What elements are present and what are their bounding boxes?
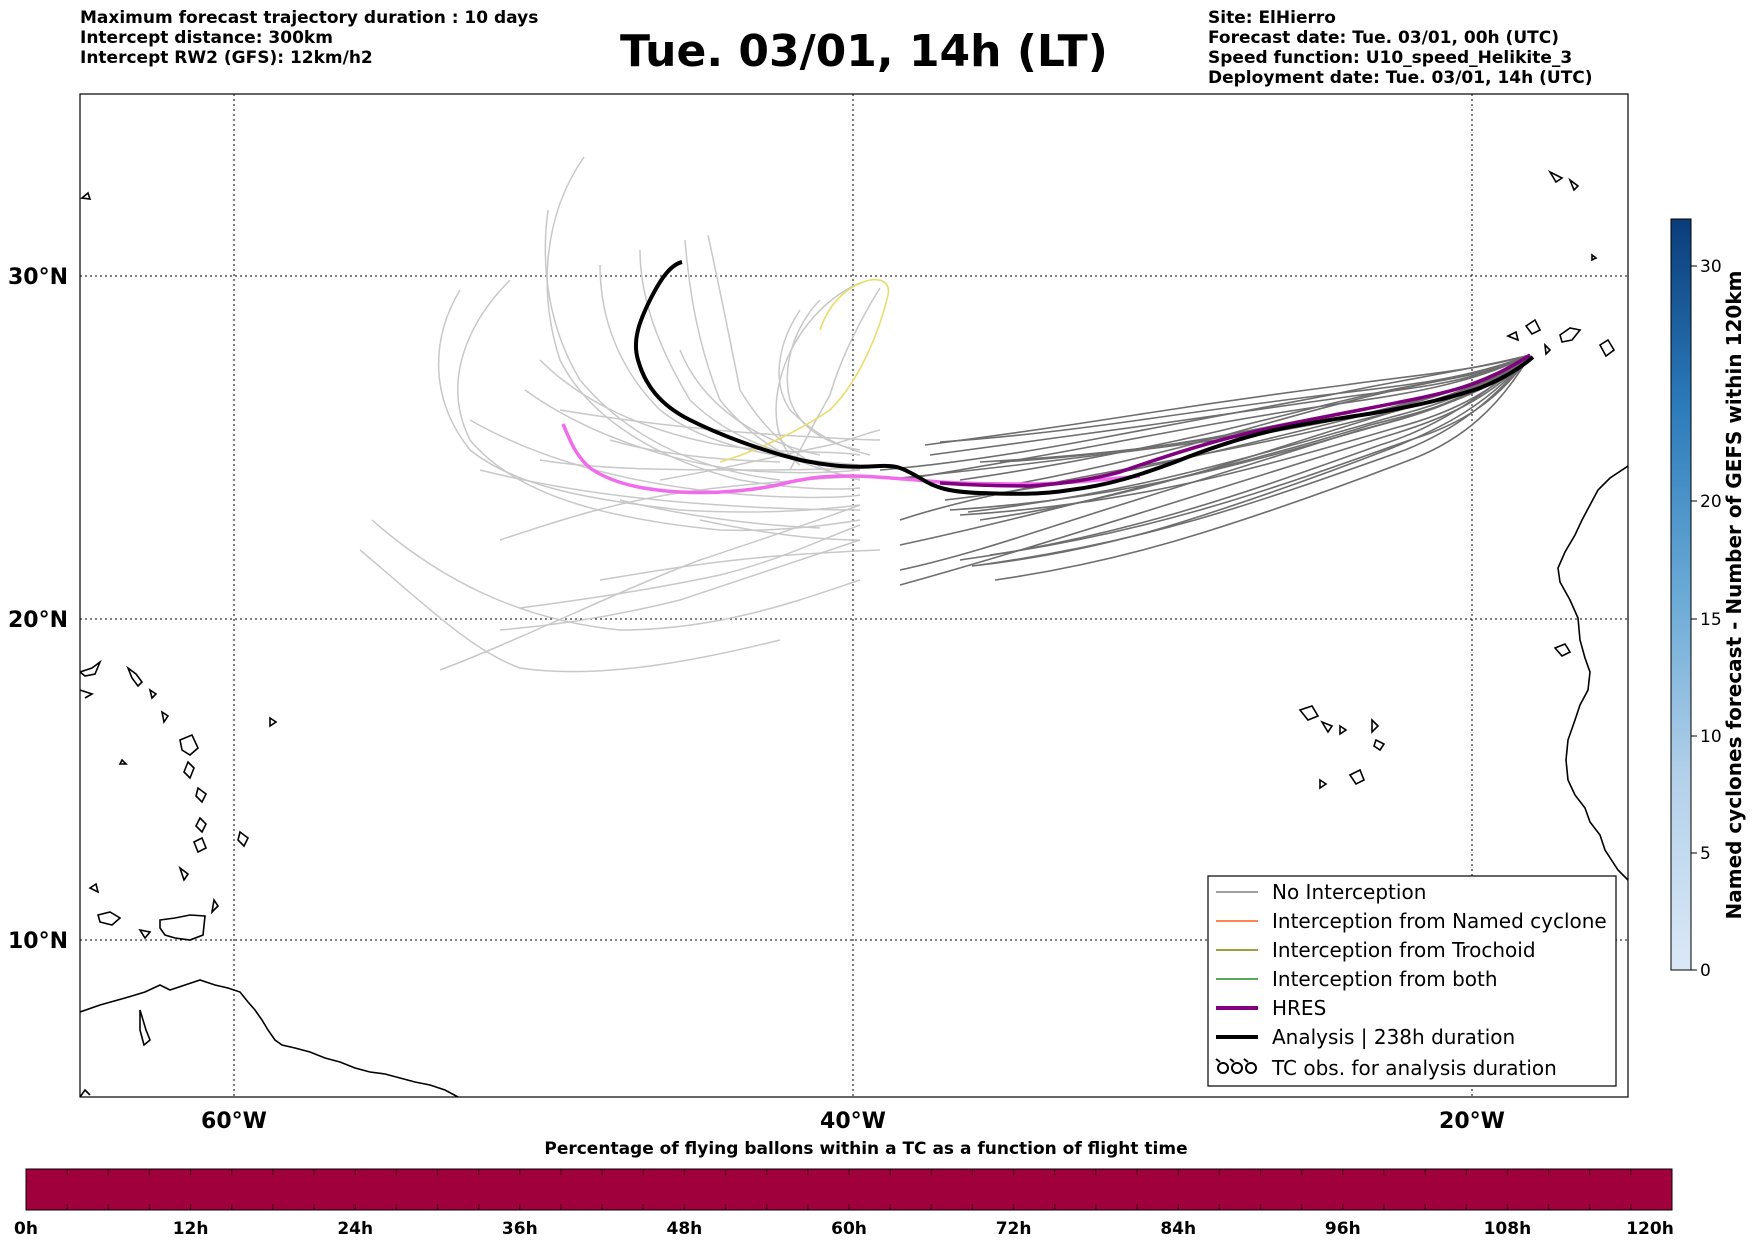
coastlines: [80, 191, 459, 1097]
trajectory-yellow: [719, 278, 890, 463]
colorbar-bottom-tick-84h: 84h: [1160, 1219, 1196, 1239]
page-title: Tue. 03/01, 14h (LT): [620, 26, 1108, 77]
colorbar-bottom-tick-36h: 36h: [502, 1219, 538, 1239]
legend: No Interception Interception from Named …: [1207, 875, 1617, 1087]
header-right-line3: Speed function: U10_speed_Helikite_3: [1208, 48, 1573, 68]
colorbar-tick-30: 30: [1700, 257, 1722, 277]
legend-box: [1207, 875, 1617, 1087]
header-left-line2: Intercept distance: 300km: [80, 28, 333, 48]
trajectories-light: [359, 156, 881, 673]
trajectory-hres: [939, 353, 1531, 488]
trajectory-pink: [561, 423, 1141, 495]
colorbar-bottom-tick-72h: 72h: [996, 1219, 1032, 1239]
legend-label-no-interception: No Interception: [1272, 880, 1426, 904]
lon-label-60w: 60°W: [201, 1109, 267, 1134]
colorbar-bottom-tick-108h: 108h: [1484, 1219, 1532, 1239]
lat-label-20n: 20°N: [8, 608, 68, 633]
colorbar-tick-20: 20: [1700, 492, 1722, 512]
legend-label-trochoid: Interception from Trochoid: [1272, 938, 1536, 962]
colorbar-tick-0: 0: [1700, 961, 1711, 981]
colorbar-bottom-title: Percentage of flying ballons within a TC…: [544, 1139, 1187, 1159]
colorbar-tick-15: 15: [1700, 610, 1722, 630]
colorbar-bottom-tick-24h: 24h: [337, 1219, 373, 1239]
coastlines-east: [1298, 170, 1628, 881]
legend-label-tc-obs: TC obs. for analysis duration: [1271, 1056, 1557, 1080]
header-left-line3: Intercept RW2 (GFS): 12km/h2: [80, 48, 373, 68]
colorbar-bottom-tick-96h: 96h: [1325, 1219, 1361, 1239]
lon-label-40w: 40°W: [820, 1109, 886, 1134]
lon-label-20w: 20°W: [1439, 1109, 1505, 1134]
trajectory-analysis: [633, 260, 1535, 496]
lat-label-10n: 10°N: [8, 929, 68, 954]
legend-label-both: Interception from both: [1272, 967, 1498, 991]
colorbar-bottom-tick-0h: 0h: [14, 1219, 38, 1239]
colorbar-right: 0 5 10 15 20 30 Named cyclones forecast …: [1670, 218, 1746, 981]
legend-label-analysis: Analysis | 238h duration: [1272, 1025, 1515, 1049]
lat-label-30n: 30°N: [8, 265, 68, 290]
colorbar-bottom-tick-60h: 60h: [831, 1219, 867, 1239]
colorbar-bottom-tick-48h: 48h: [667, 1219, 703, 1239]
header-right-line4: Deployment date: Tue. 03/01, 14h (UTC): [1208, 68, 1593, 88]
colorbar-tick-10: 10: [1700, 727, 1722, 747]
colorbar-right-bar: [1670, 218, 1692, 971]
header-right-line1: Site: ElHierro: [1208, 8, 1336, 28]
colorbar-bottom-bar: [25, 1168, 1673, 1211]
colorbar-bottom: Percentage of flying ballons within a TC…: [14, 1139, 1674, 1239]
colorbar-right-title: Named cyclones forecast - Number of GEFS…: [1722, 271, 1746, 920]
colorbar-bottom-tick-120h: 120h: [1626, 1219, 1674, 1239]
header-left: Maximum forecast trajectory duration : 1…: [80, 8, 538, 68]
header-right-line2: Forecast date: Tue. 03/01, 00h (UTC): [1208, 28, 1559, 48]
header-right: Site: ElHierro Forecast date: Tue. 03/01…: [1208, 8, 1593, 88]
tc-symbol-icon: [1215, 1058, 1257, 1074]
legend-label-hres: HRES: [1272, 996, 1326, 1020]
colorbar-bottom-tick-12h: 12h: [173, 1219, 209, 1239]
header-left-line1: Maximum forecast trajectory duration : 1…: [80, 8, 539, 28]
legend-label-named-cyclone: Interception from Named cyclone: [1272, 909, 1607, 933]
colorbar-tick-5: 5: [1700, 844, 1711, 864]
